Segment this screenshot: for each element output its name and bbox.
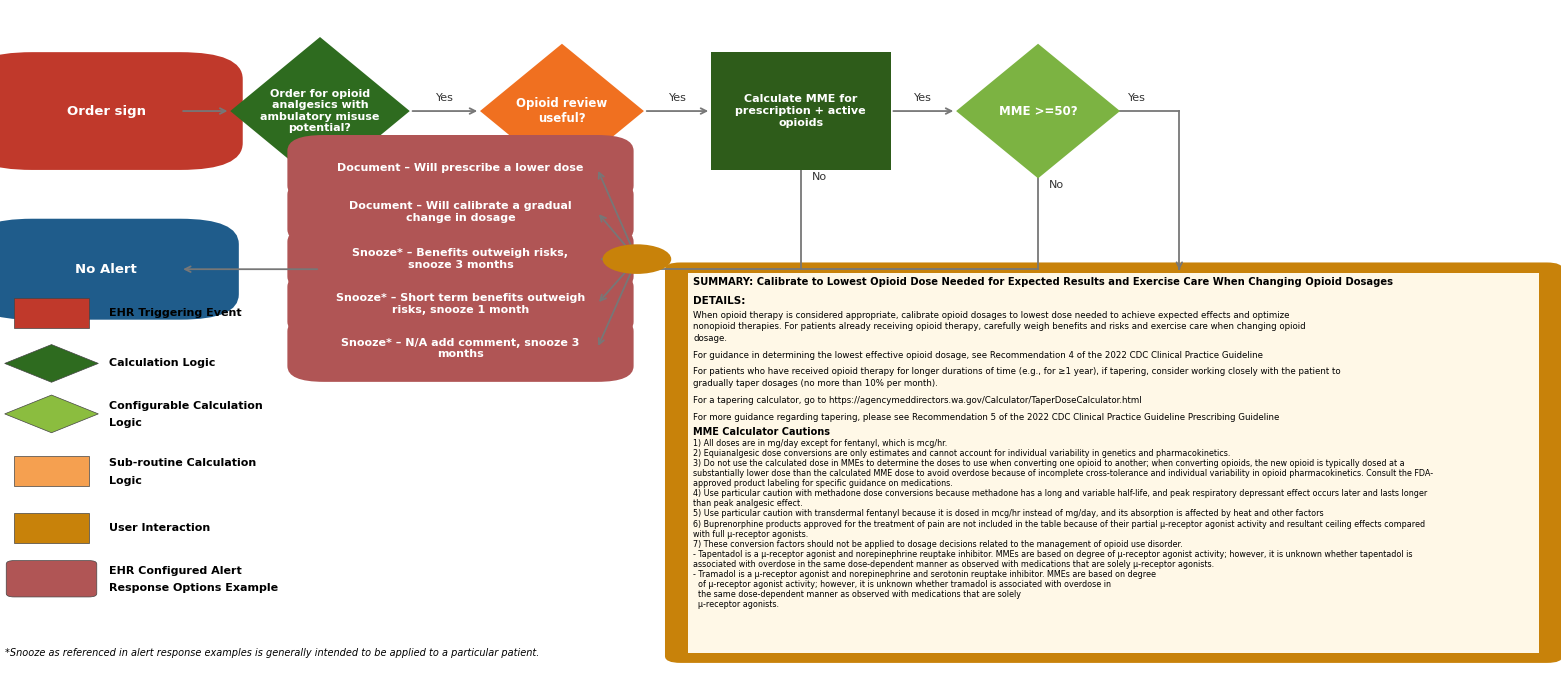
Text: nonopioid therapies. For patients already receiving opioid therapy, carefully we: nonopioid therapies. For patients alread… (693, 322, 1305, 331)
Text: dosage.: dosage. (693, 334, 727, 343)
Text: Document – Will calibrate a gradual
change in dosage: Document – Will calibrate a gradual chan… (350, 201, 571, 223)
Bar (14, 513, 89, 543)
Text: Document – Will prescribe a lower dose: Document – Will prescribe a lower dose (337, 164, 584, 173)
Text: - Tramadol is a μ-receptor agonist and norepinephrine and serotonin reuptake inh: - Tramadol is a μ-receptor agonist and n… (693, 570, 1157, 579)
Polygon shape (5, 395, 98, 433)
Text: approved product labeling for specific guidance on medications.: approved product labeling for specific g… (693, 479, 952, 488)
Text: Calculate MME for
prescription + active
opioids: Calculate MME for prescription + active … (735, 94, 866, 128)
Polygon shape (229, 37, 409, 185)
Text: Opioid review
useful?: Opioid review useful? (517, 97, 607, 125)
Text: No: No (1049, 180, 1065, 190)
FancyBboxPatch shape (287, 316, 634, 382)
Text: No: No (331, 187, 347, 197)
Text: Calculation Logic: Calculation Logic (109, 359, 215, 368)
Text: substantially lower dose than the calculated MME dose to avoid overdose because : substantially lower dose than the calcul… (693, 469, 1433, 478)
Text: User Interaction: User Interaction (109, 524, 211, 533)
Text: No Alert: No Alert (75, 262, 137, 276)
FancyBboxPatch shape (287, 226, 634, 292)
Text: For guidance in determining the lowest effective opioid dosage, see Recommendati: For guidance in determining the lowest e… (693, 351, 1263, 359)
FancyBboxPatch shape (0, 52, 244, 170)
Text: Order for opioid
analgesics with
ambulatory misuse
potential?: Order for opioid analgesics with ambulat… (261, 89, 379, 133)
Text: Yes: Yes (915, 93, 932, 103)
Text: 3) Do not use the calculated dose in MMEs to determine the doses to use when con: 3) Do not use the calculated dose in MME… (693, 459, 1405, 468)
Bar (14, 456, 89, 486)
FancyBboxPatch shape (6, 561, 97, 597)
Text: the same dose-dependent manner as observed with medications that are solely: the same dose-dependent manner as observ… (693, 590, 1021, 599)
Text: SUMMARY: Calibrate to Lowest Opioid Dose Needed for Expected Results and Exercis: SUMMARY: Calibrate to Lowest Opioid Dose… (693, 277, 1392, 287)
Text: For a tapering calculator, go to https://agencymeddirectors.wa.gov/Calculator/Ta: For a tapering calculator, go to https:/… (693, 396, 1141, 404)
Text: Sub-routine Calculation: Sub-routine Calculation (109, 458, 256, 468)
Text: Yes: Yes (1127, 93, 1146, 103)
Text: No: No (812, 172, 827, 182)
Polygon shape (5, 345, 98, 382)
FancyBboxPatch shape (0, 219, 239, 320)
Text: with full μ-receptor agonists.: with full μ-receptor agonists. (693, 530, 809, 538)
Text: Logic: Logic (109, 419, 142, 428)
Text: 1) All doses are in mg/day except for fentanyl, which is mcg/hr.: 1) All doses are in mg/day except for fe… (693, 439, 948, 448)
Text: gradually taper dosages (no more than 10% per month).: gradually taper dosages (no more than 10… (693, 379, 938, 388)
Text: Snooze* – Short term benefits outweigh
risks, snooze 1 month: Snooze* – Short term benefits outweigh r… (336, 293, 585, 315)
Text: μ-receptor agonists.: μ-receptor agonists. (693, 600, 779, 609)
Bar (712, 52, 890, 170)
Text: Yes: Yes (436, 93, 454, 103)
Polygon shape (481, 44, 643, 178)
Text: 7) These conversion factors should not be applied to dosage decisions related to: 7) These conversion factors should not b… (693, 540, 1183, 548)
Polygon shape (955, 44, 1121, 178)
Bar (14, 298, 89, 328)
Text: Snooze* – N/A add comment, snooze 3
months: Snooze* – N/A add comment, snooze 3 mont… (342, 338, 579, 359)
FancyBboxPatch shape (287, 179, 634, 245)
Circle shape (603, 244, 671, 274)
Text: than peak analgesic effect.: than peak analgesic effect. (693, 499, 802, 508)
Text: 2) Equianalgesic dose conversions are only estimates and cannot account for indi: 2) Equianalgesic dose conversions are on… (693, 449, 1230, 458)
Text: 5) Use particular caution with transdermal fentanyl because it is dosed in mcg/h: 5) Use particular caution with transderm… (693, 509, 1324, 518)
FancyBboxPatch shape (665, 262, 1561, 663)
Text: For more guidance regarding tapering, please see Recommendation 5 of the 2022 CD: For more guidance regarding tapering, pl… (693, 413, 1280, 421)
Bar (688, 273, 1539, 653)
Text: 4) Use particular caution with methadone dose conversions because methadone has : 4) Use particular caution with methadone… (693, 489, 1427, 498)
Text: associated with overdose in the same dose-dependent manner as observed with medi: associated with overdose in the same dos… (693, 560, 1214, 569)
Text: MME >=50?: MME >=50? (999, 104, 1077, 118)
Text: Yes: Yes (668, 93, 687, 103)
Text: of μ-receptor agonist activity; however, it is unknown whether tramadol is assoc: of μ-receptor agonist activity; however,… (693, 580, 1111, 589)
Text: MME Calculator Cautions: MME Calculator Cautions (693, 427, 830, 437)
Text: Configurable Calculation: Configurable Calculation (109, 401, 262, 411)
Text: Logic: Logic (109, 476, 142, 485)
Text: EHR Configured Alert: EHR Configured Alert (109, 566, 242, 575)
Text: For patients who have received opioid therapy for longer durations of time (e.g.: For patients who have received opioid th… (693, 367, 1341, 376)
Text: 6) Buprenorphine products approved for the treatment of pain are not included in: 6) Buprenorphine products approved for t… (693, 520, 1425, 528)
FancyBboxPatch shape (287, 135, 634, 201)
Text: Response Options Example: Response Options Example (109, 583, 278, 593)
Text: No: No (573, 180, 588, 190)
Text: EHR Triggering Event: EHR Triggering Event (109, 308, 242, 318)
Text: Snooze* – Benefits outweigh risks,
snooze 3 months: Snooze* – Benefits outweigh risks, snooz… (353, 248, 568, 270)
FancyBboxPatch shape (287, 271, 634, 337)
Text: *Snooze as referenced in alert response examples is generally intended to be app: *Snooze as referenced in alert response … (5, 648, 539, 658)
Text: Order sign: Order sign (67, 104, 145, 118)
Text: - Tapentadol is a μ-receptor agonist and norepinephrine reuptake inhibitor. MMEs: - Tapentadol is a μ-receptor agonist and… (693, 550, 1413, 559)
Text: When opioid therapy is considered appropriate, calibrate opioid dosages to lowes: When opioid therapy is considered approp… (693, 311, 1289, 320)
Text: DETAILS:: DETAILS: (693, 296, 746, 306)
